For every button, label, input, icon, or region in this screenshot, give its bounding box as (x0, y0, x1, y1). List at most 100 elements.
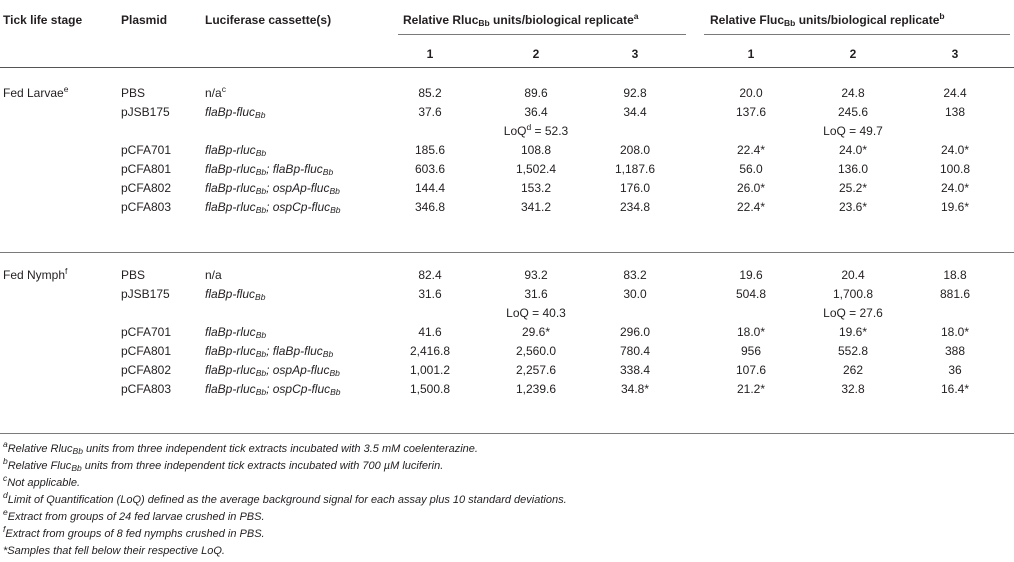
rluc-rep-1-value: 41.6 (418, 325, 442, 339)
rluc-rep-2-value: 341.2 (520, 200, 552, 214)
plasmid-cell: pCFA701 (121, 325, 172, 339)
plasmid-cell: PBS (121, 268, 146, 282)
fluc-rep-3-value: 388 (944, 344, 966, 358)
rluc-header-rule (398, 34, 686, 35)
footnote-b: bRelative FlucBb units from three indepe… (3, 456, 444, 473)
cassette-cell: flaBp-rlucBb (205, 143, 267, 158)
cassette-cell: flaBp-rlucBb; flaBp-flucBb (205, 162, 334, 177)
fluc-rep-1-value: 22.4* (736, 143, 766, 157)
group-separator-rule (0, 252, 1014, 253)
rluc-rep-2-value: 29.6* (521, 325, 551, 339)
footnote-d: dLimit of Quantification (LoQ) defined a… (3, 490, 567, 506)
rluc-rep-1-value: 346.8 (414, 200, 446, 214)
plasmid-cell: pCFA801 (121, 162, 172, 176)
fluc-rep-1-value: 19.6 (739, 268, 763, 282)
fluc-rep-2-value: 552.8 (837, 344, 869, 358)
fluc-rep-3-value: 24.0* (940, 143, 970, 157)
rluc-rep-2-value: 2,560.0 (515, 344, 557, 358)
rluc-rep-1-value: 85.2 (418, 86, 442, 100)
fluc-rep-1-value: 56.0 (739, 162, 763, 176)
header-plasmid: Plasmid (121, 13, 168, 27)
header-tick-life-stage: Tick life stage (3, 13, 83, 27)
fluc-rep-2-value: 245.6 (837, 105, 869, 119)
plasmid-cell: pCFA802 (121, 363, 172, 377)
plasmid-cell: pCFA801 (121, 344, 172, 358)
fluc-rep-3-value: 881.6 (939, 287, 971, 301)
table-bottom-rule (0, 433, 1014, 434)
cassette-cell: flaBp-flucBb (205, 287, 266, 302)
fluc-rep-3-value: 16.4* (940, 382, 970, 396)
footnote-f: fExtract from groups of 8 fed nymphs cru… (3, 524, 265, 540)
loq-rluc: LoQ = 40.3 (506, 306, 566, 320)
fluc-rep-3-value: 24.4 (943, 86, 967, 100)
rluc-rep-2-value: 153.2 (520, 181, 552, 195)
rluc-rep-3-value: 34.8* (620, 382, 650, 396)
rluc-rep-1-value: 82.4 (418, 268, 442, 282)
rluc-rep-2-value: 36.4 (524, 105, 548, 119)
rluc-rep-3-value: 780.4 (619, 344, 651, 358)
plasmid-cell: PBS (121, 86, 146, 100)
header-bottom-rule (0, 67, 1014, 68)
rluc-rep-3-value: 338.4 (619, 363, 651, 377)
fluc-rep-1-value: 18.0* (736, 325, 766, 339)
rluc-rep-2-value: 93.2 (524, 268, 548, 282)
fluc-rep-1-value: 22.4* (736, 200, 766, 214)
rluc-rep-1-value: 1,500.8 (409, 382, 451, 396)
fluc-rep-1-value: 26.0* (736, 181, 766, 195)
rluc-rep-2-value: 1,239.6 (515, 382, 557, 396)
cassette-cell: flaBp-rlucBb; ospCp-flucBb (205, 382, 341, 397)
stage-label: Fed Larvaee (3, 84, 69, 100)
header-luciferase-cassettes: Luciferase cassette(s) (205, 13, 332, 27)
fluc-rep-3-value: 18.8 (943, 268, 967, 282)
rluc-rep-3-value: 176.0 (619, 181, 651, 195)
rluc-rep-3-value: 92.8 (623, 86, 647, 100)
rluc-rep-2-header: 2 (532, 47, 540, 61)
fluc-rep-1-value: 107.6 (735, 363, 767, 377)
rluc-rep-3-value: 1,187.6 (614, 162, 656, 176)
cassette-cell: flaBp-flucBb (205, 105, 266, 120)
plasmid-cell: pJSB175 (121, 287, 170, 301)
fluc-rep-2-value: 262 (842, 363, 864, 377)
rluc-rep-2-value: 89.6 (524, 86, 548, 100)
rluc-rep-3-value: 34.4 (623, 105, 647, 119)
fluc-rep-1-value: 20.0 (739, 86, 763, 100)
loq-rluc: LoQd = 52.3 (503, 122, 569, 138)
fluc-rep-2-value: 1,700.8 (832, 287, 874, 301)
fluc-rep-3-header: 3 (951, 47, 959, 61)
fluc-rep-1-value: 504.8 (735, 287, 767, 301)
rluc-rep-2-value: 1,502.4 (515, 162, 557, 176)
rluc-rep-1-value: 1,001.2 (409, 363, 451, 377)
loq-fluc: LoQ = 49.7 (823, 124, 883, 138)
loq-fluc: LoQ = 27.6 (823, 306, 883, 320)
plasmid-cell: pCFA803 (121, 200, 172, 214)
header-rluc: Relative RlucBb units/biological replica… (403, 11, 639, 28)
rluc-rep-3-value: 30.0 (623, 287, 647, 301)
rluc-rep-3-value: 234.8 (619, 200, 651, 214)
rluc-rep-2-value: 108.8 (520, 143, 552, 157)
footnote-c: cNot applicable. (3, 473, 81, 489)
rluc-rep-3-value: 296.0 (619, 325, 651, 339)
rluc-rep-1-value: 185.6 (414, 143, 446, 157)
rluc-rep-1-value: 2,416.8 (409, 344, 451, 358)
rluc-rep-3-value: 208.0 (619, 143, 651, 157)
footnote-a: aRelative RlucBb units from three indepe… (3, 439, 478, 456)
footnote-e: eExtract from groups of 24 fed larvae cr… (3, 507, 265, 523)
fluc-rep-2-header: 2 (849, 47, 857, 61)
fluc-header-rule (704, 34, 1010, 35)
fluc-rep-2-value: 19.6* (838, 325, 868, 339)
fluc-rep-2-value: 24.0* (838, 143, 868, 157)
fluc-rep-3-value: 100.8 (939, 162, 971, 176)
fluc-rep-2-value: 24.8 (841, 86, 865, 100)
cassette-cell: flaBp-rlucBb (205, 325, 267, 340)
fluc-rep-2-value: 23.6* (838, 200, 868, 214)
cassette-cell: flaBp-rlucBb; ospAp-flucBb (205, 181, 340, 196)
fluc-rep-3-value: 24.0* (940, 181, 970, 195)
fluc-rep-1-value: 956 (740, 344, 762, 358)
rluc-rep-1-value: 603.6 (414, 162, 446, 176)
cassette-cell: flaBp-rlucBb; flaBp-flucBb (205, 344, 334, 359)
rluc-rep-1-value: 31.6 (418, 287, 442, 301)
fluc-rep-3-value: 18.0* (940, 325, 970, 339)
fluc-rep-1-value: 137.6 (735, 105, 767, 119)
fluc-rep-3-value: 36 (948, 363, 962, 377)
rluc-rep-3-header: 3 (631, 47, 639, 61)
